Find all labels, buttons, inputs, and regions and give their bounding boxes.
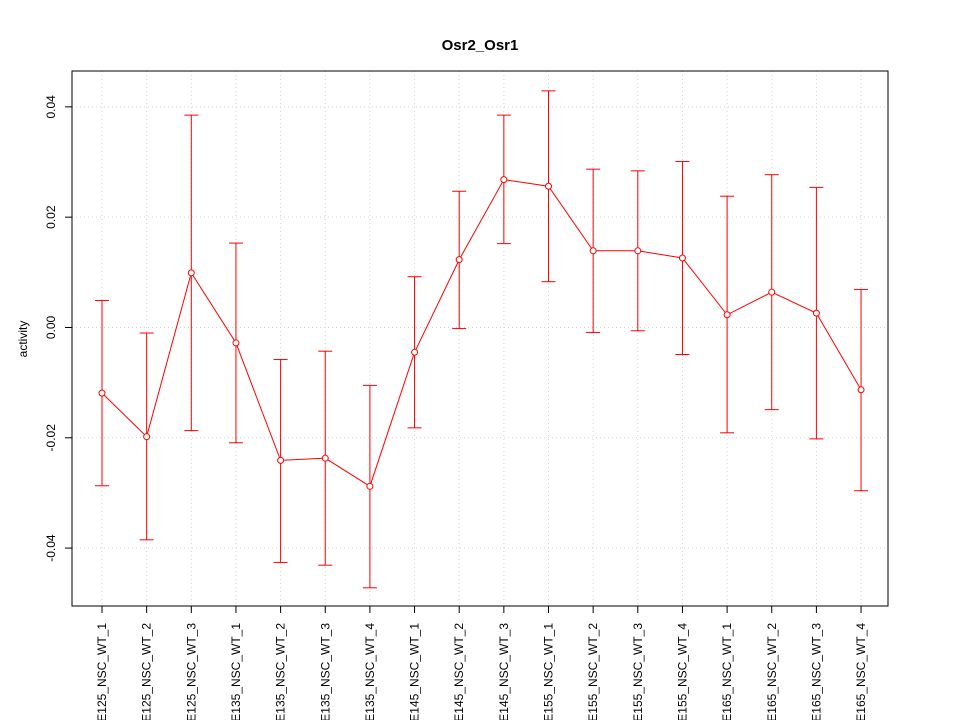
y-tick-label: -0.04 [44, 534, 58, 562]
x-tick-label: E125_NSC_WT_2 [140, 623, 154, 720]
x-tick-label: E155_NSC_WT_3 [631, 623, 645, 720]
data-point [678, 254, 686, 262]
x-tick-label: E135_NSC_WT_3 [318, 623, 332, 720]
data-point [589, 247, 597, 255]
x-tick-label: E135_NSC_WT_4 [363, 623, 377, 720]
data-point [500, 176, 508, 184]
x-tick-label: E165_NSC_WT_4 [854, 623, 868, 720]
y-tick-label: -0.02 [44, 424, 58, 452]
data-point [187, 269, 195, 277]
data-point [857, 386, 865, 394]
y-axis-label: activity [16, 321, 30, 358]
x-tick-label: E145_NSC_WT_2 [452, 623, 466, 720]
line-layer [101, 179, 862, 488]
data-point [366, 482, 374, 490]
grid-layer [72, 71, 888, 606]
errorbar-layer [95, 90, 869, 589]
data-point [812, 309, 820, 317]
x-tick-label: E155_NSC_WT_1 [542, 623, 556, 720]
point-layer [98, 176, 865, 490]
y-tick-label: 0.02 [44, 205, 58, 229]
data-point [143, 433, 151, 441]
x-tick-label: E165_NSC_WT_2 [765, 623, 779, 720]
data-point [723, 311, 731, 319]
series-line [101, 179, 862, 488]
x-tick-label: E155_NSC_WT_2 [586, 623, 600, 720]
data-point [545, 182, 552, 190]
x-tick-label: E155_NSC_WT_4 [675, 623, 689, 720]
chart-title: Osr2_Osr1 [442, 37, 519, 54]
plot-frame [71, 70, 889, 607]
x-tick-label: E145_NSC_WT_3 [497, 623, 511, 720]
y-tick-label: 0.00 [44, 315, 58, 339]
data-point [411, 348, 419, 356]
data-point [321, 454, 329, 462]
x-tick-label: E125_NSC_WT_3 [184, 623, 198, 720]
data-point [98, 389, 106, 397]
data-point [455, 256, 463, 264]
x-tick-label: E165_NSC_WT_1 [720, 623, 734, 720]
x-tick-label: E165_NSC_WT_3 [809, 623, 823, 720]
y-tick-label: 0.04 [44, 95, 58, 119]
axis-layer: -0.04 -0.02 0.00 0.02 0.04 E125_NSC_WT_1 E125_… [44, 95, 868, 720]
data-point [634, 247, 642, 255]
x-tick-label: E125_NSC_WT_1 [95, 623, 109, 720]
x-tick-label: E145_NSC_WT_1 [408, 623, 422, 720]
data-point [277, 456, 285, 464]
x-tick-label: E135_NSC_WT_1 [229, 623, 243, 720]
x-tick-label: E135_NSC_WT_2 [274, 623, 288, 720]
data-point [768, 288, 776, 296]
data-point [232, 339, 240, 347]
